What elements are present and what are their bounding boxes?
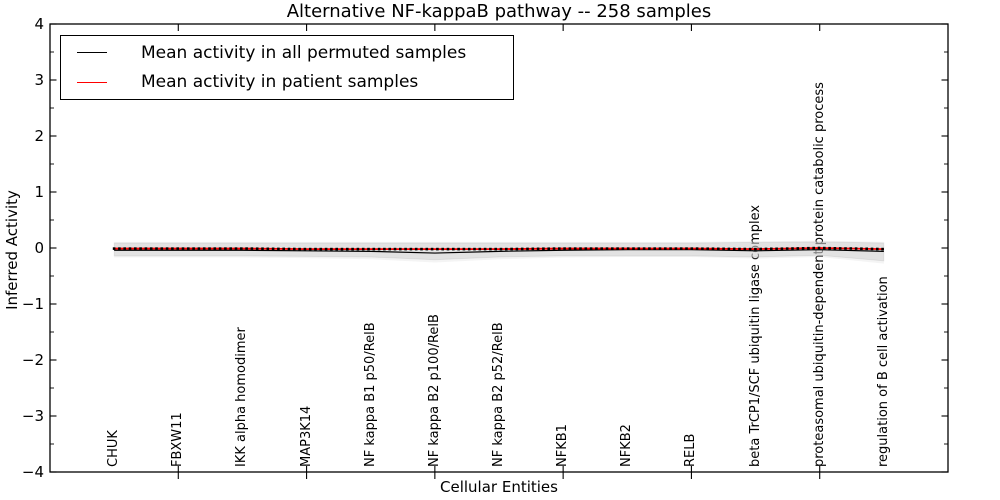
y-tick-label: −4 xyxy=(21,463,44,481)
y-tick-label: 1 xyxy=(34,183,44,201)
legend-entry-permuted: Mean activity in all permuted samples xyxy=(61,41,513,65)
legend: Mean activity in all permuted samples Me… xyxy=(60,35,514,100)
legend-label-permuted: Mean activity in all permuted samples xyxy=(141,42,467,63)
x-axis-label: Cellular Entities xyxy=(440,478,558,496)
y-tick-label: 0 xyxy=(34,239,44,257)
chart-title: Alternative NF-kappaB pathway -- 258 sam… xyxy=(286,1,712,22)
legend-entry-patient: Mean activity in patient samples xyxy=(61,70,513,94)
y-tick-label: 3 xyxy=(34,71,44,89)
y-tick-label: −3 xyxy=(21,407,44,425)
y-tick-label: 2 xyxy=(34,127,44,145)
y-tick-label: 4 xyxy=(34,15,44,33)
patient-line-swatch-icon xyxy=(77,81,107,83)
legend-label-patient: Mean activity in patient samples xyxy=(141,72,419,93)
permuted-line-swatch-icon xyxy=(77,52,107,54)
y-tick-label: −1 xyxy=(21,295,44,313)
y-tick-label: −2 xyxy=(21,351,44,369)
